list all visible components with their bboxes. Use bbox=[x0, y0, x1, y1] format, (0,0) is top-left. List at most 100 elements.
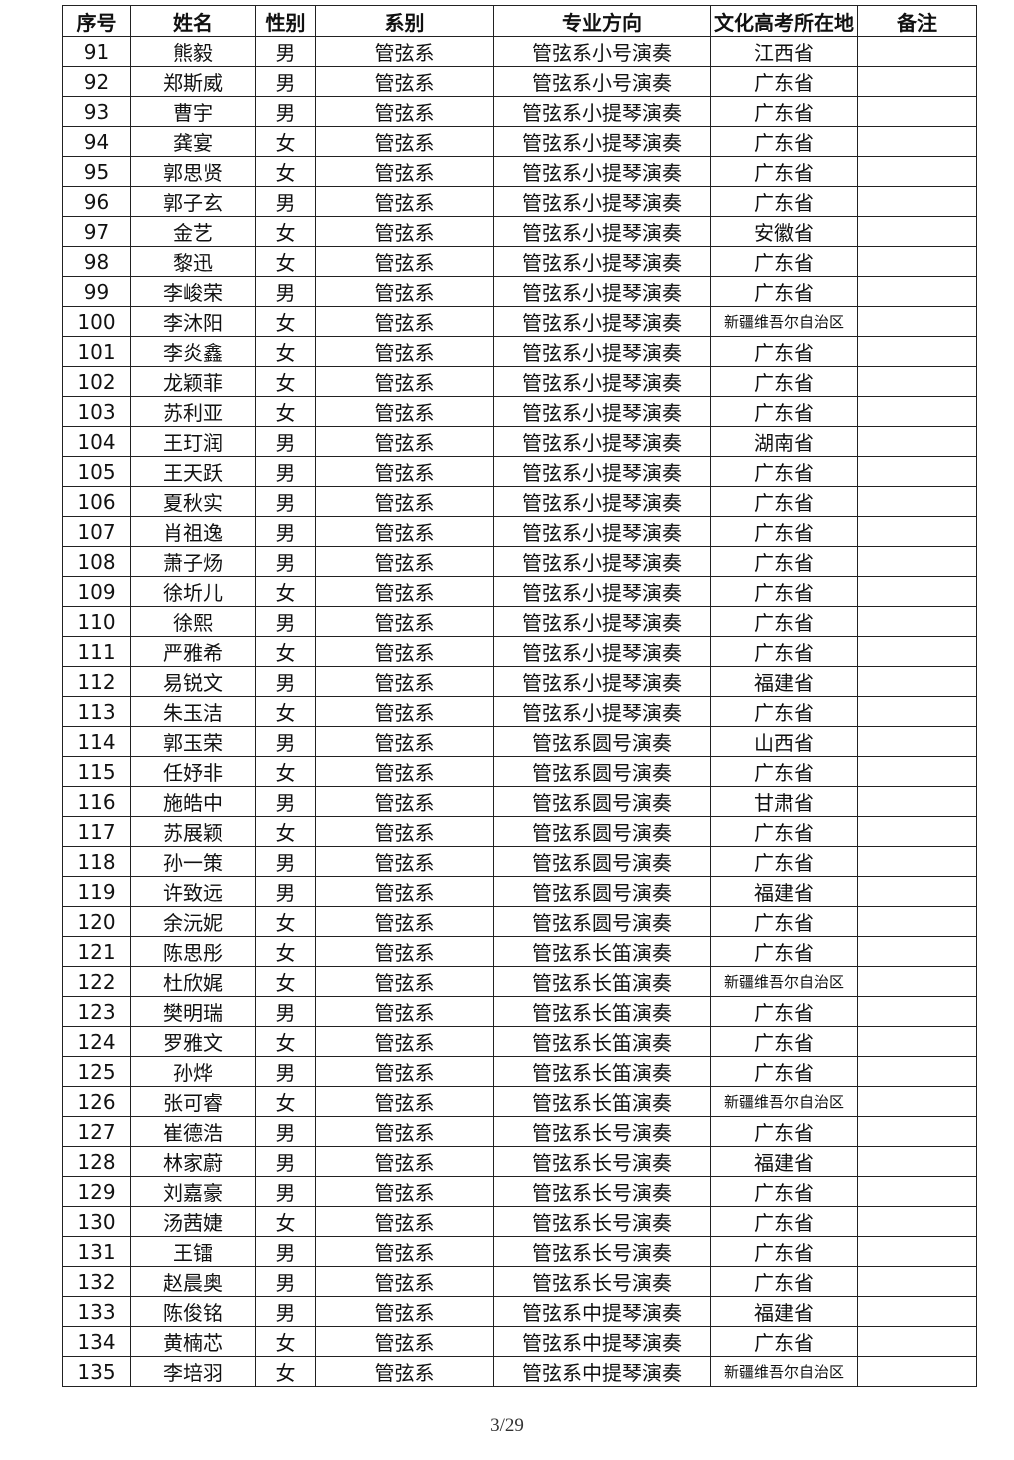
header-gender: 性别 bbox=[255, 5, 316, 37]
cell-gender: 女 bbox=[255, 816, 316, 847]
cell-department: 管弦系 bbox=[315, 1056, 494, 1087]
cell-major: 管弦系小提琴演奏 bbox=[493, 246, 711, 277]
cell-exam-region: 江西省 bbox=[710, 36, 858, 67]
cell-department: 管弦系 bbox=[315, 426, 494, 457]
cell-exam-region: 广东省 bbox=[710, 186, 858, 217]
cell-major: 管弦系小提琴演奏 bbox=[493, 516, 711, 547]
cell-remarks bbox=[857, 1056, 977, 1087]
cell-gender: 男 bbox=[255, 186, 316, 217]
cell-exam-region: 广东省 bbox=[710, 1026, 858, 1057]
cell-name: 肖祖逸 bbox=[130, 516, 256, 547]
cell-index: 131 bbox=[62, 1236, 131, 1267]
cell-remarks bbox=[857, 246, 977, 277]
cell-remarks bbox=[857, 456, 977, 487]
cell-department: 管弦系 bbox=[315, 576, 494, 607]
cell-name: 罗雅文 bbox=[130, 1026, 256, 1057]
cell-major: 管弦系圆号演奏 bbox=[493, 726, 711, 757]
cell-gender: 男 bbox=[255, 1266, 316, 1297]
cell-exam-region: 广东省 bbox=[710, 276, 858, 307]
cell-name: 龚宴 bbox=[130, 126, 256, 157]
cell-major: 管弦系圆号演奏 bbox=[493, 846, 711, 877]
cell-gender: 男 bbox=[255, 66, 316, 97]
table-row: 97 金艺女管弦系 管弦系小提琴演奏 安徽省 bbox=[62, 216, 977, 247]
cell-major: 管弦系小提琴演奏 bbox=[493, 126, 711, 157]
table-row: 131 王镭男管弦系 管弦系长号演奏 广东省 bbox=[62, 1236, 977, 1267]
cell-remarks bbox=[857, 996, 977, 1027]
cell-gender: 女 bbox=[255, 906, 316, 937]
cell-department: 管弦系 bbox=[315, 876, 494, 907]
table-row: 107 肖祖逸男管弦系 管弦系小提琴演奏 广东省 bbox=[62, 516, 977, 547]
cell-department: 管弦系 bbox=[315, 156, 494, 187]
cell-department: 管弦系 bbox=[315, 546, 494, 577]
table-row: 109 徐圻儿女管弦系 管弦系小提琴演奏 广东省 bbox=[62, 576, 977, 607]
cell-exam-region: 广东省 bbox=[710, 66, 858, 97]
cell-name: 许致远 bbox=[130, 876, 256, 907]
cell-department: 管弦系 bbox=[315, 486, 494, 517]
cell-remarks bbox=[857, 366, 977, 397]
table-row: 115 任妤非女管弦系 管弦系圆号演奏 广东省 bbox=[62, 756, 977, 787]
cell-exam-region: 广东省 bbox=[710, 366, 858, 397]
cell-name: 余沅妮 bbox=[130, 906, 256, 937]
cell-gender: 男 bbox=[255, 1116, 316, 1147]
cell-index: 127 bbox=[62, 1116, 131, 1147]
cell-remarks bbox=[857, 966, 977, 997]
table-row: 125 孙烨男管弦系 管弦系长笛演奏 广东省 bbox=[62, 1056, 977, 1087]
table-row: 123 樊明瑞男管弦系 管弦系长笛演奏 广东省 bbox=[62, 996, 977, 1027]
cell-index: 119 bbox=[62, 876, 131, 907]
cell-exam-region: 福建省 bbox=[710, 1146, 858, 1177]
cell-index: 129 bbox=[62, 1176, 131, 1207]
cell-name: 易锐文 bbox=[130, 666, 256, 697]
cell-department: 管弦系 bbox=[315, 1086, 494, 1117]
cell-remarks bbox=[857, 1146, 977, 1177]
cell-major: 管弦系长笛演奏 bbox=[493, 1056, 711, 1087]
cell-department: 管弦系 bbox=[315, 1176, 494, 1207]
cell-major: 管弦系小提琴演奏 bbox=[493, 576, 711, 607]
cell-name: 王天跃 bbox=[130, 456, 256, 487]
cell-index: 112 bbox=[62, 666, 131, 697]
cell-remarks bbox=[857, 1266, 977, 1297]
cell-gender: 男 bbox=[255, 276, 316, 307]
table-row: 120 余沅妮女管弦系 管弦系圆号演奏 广东省 bbox=[62, 906, 977, 937]
cell-index: 130 bbox=[62, 1206, 131, 1237]
table-row: 119 许致远男管弦系 管弦系圆号演奏 福建省 bbox=[62, 876, 977, 907]
cell-exam-region: 广东省 bbox=[710, 1206, 858, 1237]
cell-index: 111 bbox=[62, 636, 131, 667]
cell-gender: 女 bbox=[255, 966, 316, 997]
cell-gender: 女 bbox=[255, 306, 316, 337]
cell-major: 管弦系长号演奏 bbox=[493, 1266, 711, 1297]
cell-gender: 男 bbox=[255, 726, 316, 757]
cell-name: 苏展颖 bbox=[130, 816, 256, 847]
cell-department: 管弦系 bbox=[315, 456, 494, 487]
cell-gender: 女 bbox=[255, 696, 316, 727]
cell-gender: 男 bbox=[255, 1146, 316, 1177]
cell-remarks bbox=[857, 846, 977, 877]
cell-department: 管弦系 bbox=[315, 1116, 494, 1147]
cell-gender: 男 bbox=[255, 456, 316, 487]
cell-major: 管弦系圆号演奏 bbox=[493, 756, 711, 787]
cell-exam-region: 广东省 bbox=[710, 1116, 858, 1147]
cell-gender: 女 bbox=[255, 336, 316, 367]
cell-index: 135 bbox=[62, 1356, 131, 1387]
cell-name: 黄楠芯 bbox=[130, 1326, 256, 1357]
cell-index: 95 bbox=[62, 156, 131, 187]
cell-major: 管弦系中提琴演奏 bbox=[493, 1356, 711, 1387]
cell-remarks bbox=[857, 1026, 977, 1057]
cell-gender: 男 bbox=[255, 486, 316, 517]
cell-major: 管弦系长号演奏 bbox=[493, 1116, 711, 1147]
cell-exam-region: 广东省 bbox=[710, 696, 858, 727]
cell-exam-region: 广东省 bbox=[710, 936, 858, 967]
cell-index: 121 bbox=[62, 936, 131, 967]
cell-major: 管弦系圆号演奏 bbox=[493, 906, 711, 937]
cell-index: 91 bbox=[62, 36, 131, 67]
cell-department: 管弦系 bbox=[315, 1026, 494, 1057]
cell-remarks bbox=[857, 756, 977, 787]
cell-major: 管弦系小提琴演奏 bbox=[493, 486, 711, 517]
cell-exam-region: 新疆维吾尔自治区 bbox=[710, 1086, 858, 1117]
cell-index: 128 bbox=[62, 1146, 131, 1177]
table-row: 101 李炎鑫女管弦系 管弦系小提琴演奏 广东省 bbox=[62, 336, 977, 367]
cell-exam-region: 广东省 bbox=[710, 1236, 858, 1267]
cell-gender: 女 bbox=[255, 126, 316, 157]
cell-major: 管弦系长号演奏 bbox=[493, 1176, 711, 1207]
cell-remarks bbox=[857, 936, 977, 967]
cell-index: 97 bbox=[62, 216, 131, 247]
